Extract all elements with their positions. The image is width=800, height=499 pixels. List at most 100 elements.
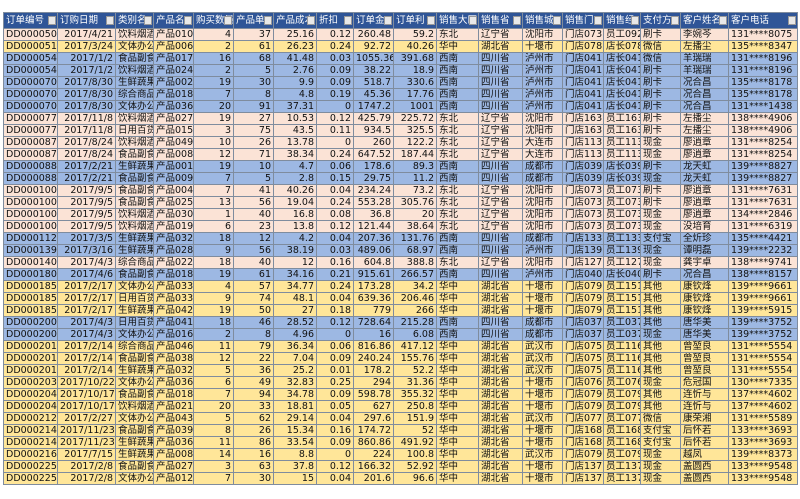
cell: 23 bbox=[233, 220, 274, 233]
column-header[interactable]: 购买数量 bbox=[193, 12, 234, 29]
cell: 西南 bbox=[436, 76, 479, 89]
column-header[interactable]: 销售门 bbox=[562, 12, 604, 29]
cell: 辽宁省 bbox=[478, 256, 523, 269]
cell: 成都市 bbox=[522, 232, 563, 245]
cell: 华中 bbox=[436, 460, 479, 473]
cell: DD000140 bbox=[3, 256, 58, 269]
cell: 廖逍章 bbox=[680, 184, 729, 197]
cell: 门店137 bbox=[562, 472, 604, 485]
cell: 131****7631 bbox=[728, 184, 798, 197]
column-header[interactable]: 产品成本 bbox=[273, 12, 317, 29]
cell: 康钦烽 bbox=[680, 304, 729, 317]
cell: 3 bbox=[193, 460, 234, 473]
cell: 151.9 bbox=[393, 412, 437, 425]
cell: 刷卡 bbox=[640, 112, 681, 125]
cell: 刷卡 bbox=[640, 184, 681, 197]
cell: 辽宁省 bbox=[478, 124, 523, 137]
cell: 0.08 bbox=[316, 208, 354, 221]
cell: 391.68 bbox=[393, 52, 437, 65]
cell: 武汉市 bbox=[522, 352, 563, 365]
column-header[interactable]: 折扣 bbox=[316, 12, 354, 29]
cell: DD000054 bbox=[3, 52, 58, 65]
table-row: DD000088 2017/2/21 生鲜蔬果 产品001 19 10 4.7 0.06 178… bbox=[3, 160, 798, 173]
cell: 25.2 bbox=[273, 364, 317, 377]
cell: 46 bbox=[233, 316, 274, 329]
cell: 武汉市 bbox=[522, 448, 563, 461]
cell: 华中 bbox=[436, 292, 479, 305]
cell: 133****3693 bbox=[728, 436, 798, 449]
column-header[interactable]: 销售大区 bbox=[436, 12, 479, 29]
cell: 生鲜蔬果 bbox=[115, 76, 154, 89]
cell: 10.53 bbox=[273, 112, 317, 125]
cell: DD000050 bbox=[3, 28, 58, 41]
cell: 34.78 bbox=[273, 388, 317, 401]
cell: 56 bbox=[233, 244, 274, 257]
column-header[interactable]: 销售城 bbox=[522, 12, 563, 29]
table-row: DD000077 2017/11/8 饮料烟酒 产品027 19 27 10.53 0.12 4… bbox=[3, 112, 798, 125]
cell: 东北 bbox=[436, 196, 479, 209]
column-header[interactable]: 类别名 bbox=[115, 12, 154, 29]
column-header[interactable]: 订单金 bbox=[353, 12, 394, 29]
column-header[interactable]: 销售省 bbox=[478, 12, 523, 29]
column-header[interactable]: 支付方 bbox=[640, 12, 681, 29]
column-header[interactable]: 产品单 bbox=[233, 12, 274, 29]
cell: 沈阳市 bbox=[522, 220, 563, 233]
cell: 东北 bbox=[436, 184, 479, 197]
cell: 产品017 bbox=[153, 52, 194, 65]
column-header[interactable]: 产品名 bbox=[153, 12, 194, 29]
cell: 38.19 bbox=[273, 244, 317, 257]
cell: 33 bbox=[233, 400, 274, 413]
cell: 74 bbox=[233, 292, 274, 305]
column-header[interactable]: 销售经 bbox=[603, 12, 641, 29]
cell: 40.26 bbox=[393, 40, 437, 53]
cell: 四川省 bbox=[478, 316, 523, 329]
cell: 员工073 bbox=[603, 208, 641, 221]
column-header[interactable]: 订单利 bbox=[393, 12, 437, 29]
cell: 240.24 bbox=[353, 352, 394, 365]
cell: DD000100 bbox=[3, 208, 58, 221]
cell: 2017/2/21 bbox=[57, 160, 116, 173]
cell: 十堰市 bbox=[522, 400, 563, 413]
cell: 华中 bbox=[436, 400, 479, 413]
cell: 店长041 bbox=[603, 76, 641, 89]
column-header[interactable]: 订单编号 bbox=[3, 12, 58, 29]
cell: 18 bbox=[193, 232, 234, 245]
cell: 37 bbox=[233, 28, 274, 41]
cell: 34.2 bbox=[393, 280, 437, 293]
cell: DD000088 bbox=[3, 172, 58, 185]
cell: 36 bbox=[233, 364, 274, 377]
cell: 微信 bbox=[640, 412, 681, 425]
cell: 12 bbox=[233, 232, 274, 245]
column-header[interactable]: 客户电话 bbox=[728, 12, 798, 29]
cell: 11 bbox=[193, 340, 234, 353]
cell: 华中 bbox=[436, 388, 479, 401]
cell: 产品027 bbox=[153, 112, 194, 125]
cell: 260.48 bbox=[353, 28, 394, 41]
cell: 59.2 bbox=[393, 28, 437, 41]
cell: 207.36 bbox=[353, 232, 394, 245]
table-row: DD000070 2017/8/30 文体办公 产品036 20 91 37.31 0 1747… bbox=[3, 100, 798, 113]
cell: 40 bbox=[233, 256, 274, 269]
cell: 员工133 bbox=[603, 232, 641, 245]
cell: 122.2 bbox=[393, 136, 437, 149]
cell: 19 bbox=[193, 268, 234, 281]
cell: 综合商品 bbox=[115, 88, 154, 101]
cell: 湖北省 bbox=[478, 304, 523, 317]
cell: 康钦烽 bbox=[680, 292, 729, 305]
table-row: DD000140 2017/4/3 综合商品 产品022 18 40 12 0.16 604.8… bbox=[3, 256, 798, 269]
cell: 曾堃良 bbox=[680, 364, 729, 377]
cell: 0 bbox=[316, 328, 354, 341]
column-header[interactable]: 订购日期 bbox=[57, 12, 116, 29]
cell: 2017/3/16 bbox=[57, 244, 116, 257]
cell: 微信 bbox=[640, 52, 681, 65]
cell: 28.52 bbox=[273, 316, 317, 329]
column-header[interactable]: 客户姓名 bbox=[680, 12, 729, 29]
cell: 刷卡 bbox=[640, 196, 681, 209]
cell: 门店037 bbox=[562, 316, 604, 329]
cell: 489.06 bbox=[353, 244, 394, 257]
cell: 产品024 bbox=[153, 64, 194, 77]
cell: 生鲜蔬果 bbox=[115, 304, 154, 317]
cell: 刷卡 bbox=[640, 268, 681, 281]
cell: 门店163 bbox=[562, 124, 604, 137]
cell: 饮料烟酒 bbox=[115, 400, 154, 413]
